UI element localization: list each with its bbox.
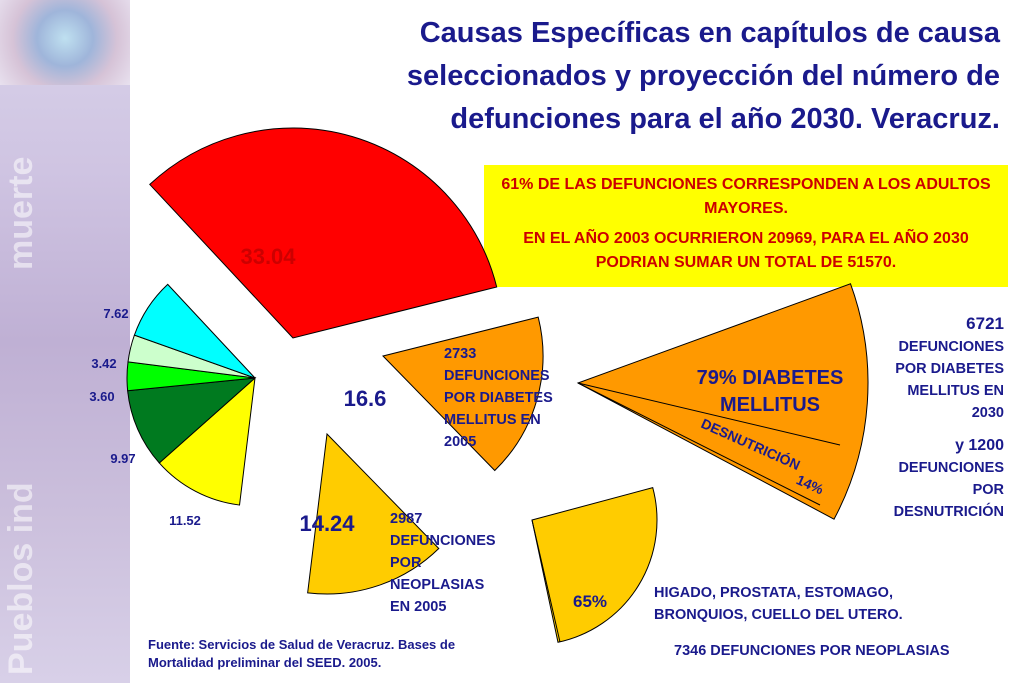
annotation-line: 2005 xyxy=(444,434,476,450)
info-line-2: EN EL AÑO 2003 OCURRIERON 20969, PARA EL… xyxy=(523,230,969,271)
neo-wedge xyxy=(531,487,658,643)
slice-label-3-42: 3.42 xyxy=(91,356,116,371)
pie-slice-33-04 xyxy=(149,127,498,339)
annotation-line: 2733 xyxy=(444,346,476,362)
dm-wedge-diabetes xyxy=(576,283,869,520)
source-line-2: Mortalidad preliminar del SEED. 2005. xyxy=(148,655,382,670)
pie-slice-14-24 xyxy=(307,432,440,595)
annotation-line: POR DIABETES xyxy=(444,390,553,406)
info-box: 61% DE LAS DEFUNCIONES CORRESPONDEN A LO… xyxy=(484,165,1008,287)
slice-label-33-04: 33.04 xyxy=(240,244,296,269)
annotation-diabetes-2030: 6721 DEFUNCIONES POR DIABETES MELLITUS E… xyxy=(895,314,1004,421)
dm-slice-label-79: 79% DIABETES xyxy=(697,367,844,389)
annotation-diabetes-2005: 2733 DEFUNCIONES POR DIABETES MELLITUS E… xyxy=(444,346,553,450)
annotation-line: DESNUTRICIÓN xyxy=(894,502,1004,520)
pie-slice-11-52 xyxy=(158,376,256,506)
pie-slice-9-97 xyxy=(127,377,257,464)
hands-photo xyxy=(0,0,130,85)
annotation-line: 2030 xyxy=(972,405,1004,421)
annotation-line: NEOPLASIAS xyxy=(390,577,485,593)
annotation-line: MELLITUS EN xyxy=(444,412,541,428)
annotation-desnutricion-2030: y 1200 DEFUNCIONES POR DESNUTRICIÓN xyxy=(894,437,1005,520)
dm-desnutricion-divider-2 xyxy=(577,382,821,506)
annotation-line: 6721 xyxy=(966,314,1004,333)
organs-line-1: HIGADO, PROSTATA, ESTOMAGO, xyxy=(654,585,893,601)
annotation-line: POR xyxy=(973,482,1005,498)
page-title: Causas Específicas en capítulos de causa… xyxy=(406,17,1000,135)
info-line-1: 61% DE LAS DEFUNCIONES CORRESPONDEN A LO… xyxy=(501,176,991,217)
decorative-photo-strip: Pueblos ind muerte xyxy=(0,0,130,683)
annotation-line: 2987 xyxy=(390,511,422,527)
dm-slice-label-79-b: MELLITUS xyxy=(720,394,820,416)
slice-label-9-97: 9.97 xyxy=(110,451,135,466)
source-line-1: Fuente: Servicios de Salud de Veracruz. … xyxy=(148,637,456,652)
slice-label-3-60: 3.60 xyxy=(89,389,114,404)
pie-slice-7-62 xyxy=(133,283,256,379)
slice-label-14-24: 14.24 xyxy=(299,511,355,536)
annotation-line: POR DIABETES xyxy=(895,361,1004,377)
annotation-neoplasias-2005: 2987 DEFUNCIONES POR NEOPLASIAS EN 2005 xyxy=(390,511,496,615)
neo-slice-label-65: 65% xyxy=(573,592,607,611)
annotation-line: DEFUNCIONES xyxy=(444,368,550,384)
slice-label-16-6: 16.6 xyxy=(344,386,387,411)
diabetes-pie xyxy=(576,283,869,520)
neoplasias-2030-total: 7346 DEFUNCIONES POR NEOPLASIAS xyxy=(674,643,950,659)
annotation-line: MELLITUS EN xyxy=(907,383,1004,399)
annotation-line: DEFUNCIONES xyxy=(390,533,496,549)
pie-slice-16-6 xyxy=(382,316,544,472)
source-note: Fuente: Servicios de Salud de Veracruz. … xyxy=(148,636,508,672)
slice-label-11-52: 11.52 xyxy=(169,513,201,528)
annotation-line: DEFUNCIONES xyxy=(898,460,1004,476)
slice-label-7-62: 7.62 xyxy=(103,306,128,321)
organs-line-2: BRONQUIOS, CUELLO DEL UTERO. xyxy=(654,607,903,623)
annotation-line: DEFUNCIONES xyxy=(898,339,1004,355)
annotation-line: y 1200 xyxy=(955,437,1004,454)
annotation-line: POR xyxy=(390,555,422,571)
neo-divider xyxy=(531,519,561,643)
neoplasia-pie xyxy=(531,487,658,643)
annotation-line: EN 2005 xyxy=(390,599,446,615)
dm-desnutricion-divider xyxy=(577,382,841,446)
main-pie xyxy=(126,127,544,595)
